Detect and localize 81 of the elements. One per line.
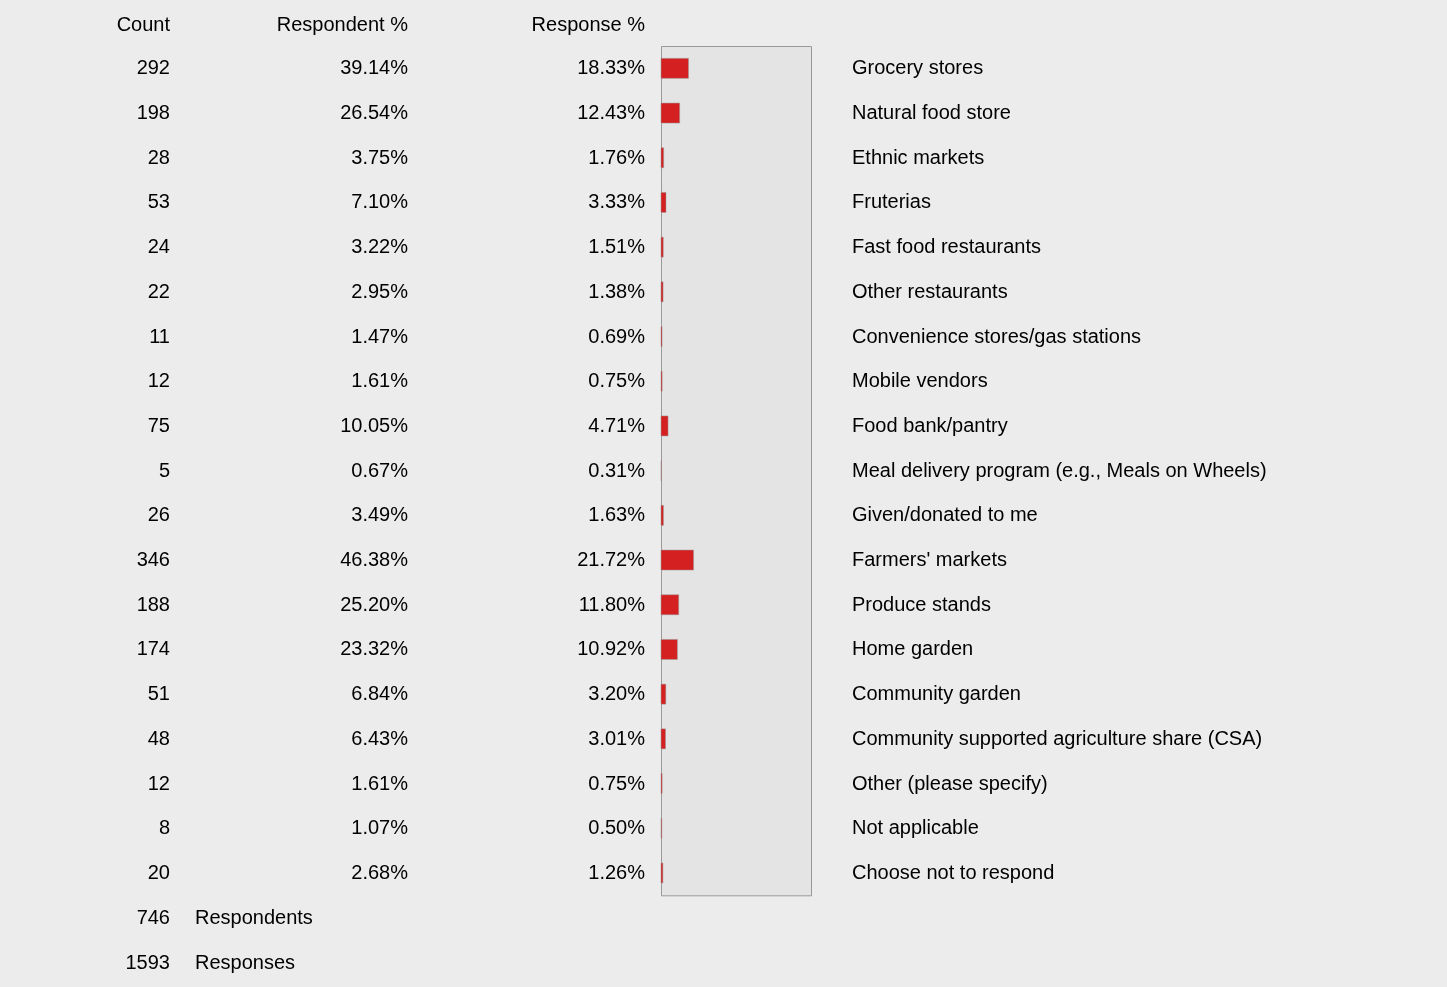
data-label: 0.50% (588, 816, 646, 839)
y-tick-label: Choose not to respond (852, 860, 1055, 883)
data-label: 0.69% (588, 324, 646, 347)
text: 6.43% (351, 726, 409, 749)
text: 75 (147, 413, 170, 436)
y-tick-label: Produce stands (852, 592, 991, 615)
data-label: 3.20% (588, 682, 646, 705)
text: 188 (136, 592, 170, 615)
text: 5 (158, 458, 170, 481)
data-label: 11.80% (578, 592, 646, 615)
text: Respondent % (276, 13, 409, 35)
text: 0.67% (351, 458, 409, 481)
y-tick-label: Fast food restaurants (852, 235, 1041, 258)
data-label: 18.33% (577, 56, 646, 79)
y-tick-label: Natural food store (852, 101, 1011, 124)
text: 48 (147, 726, 170, 749)
text: 1.61% (351, 771, 409, 794)
text: 22 (147, 279, 170, 302)
data-label: 1.63% (588, 503, 646, 526)
data-label: 1.76% (588, 145, 646, 168)
data-label: 3.01% (588, 726, 646, 749)
text: 46.38% (340, 548, 409, 571)
text: 12 (147, 771, 170, 794)
data-label: 3.33% (588, 190, 646, 213)
data-label: 21.72% (577, 548, 646, 571)
text: 53 (147, 190, 170, 213)
text: Count (116, 13, 171, 35)
text: 6.84% (351, 682, 409, 705)
text: 20 (147, 860, 170, 883)
text: 23.32% (340, 637, 409, 660)
text: 1.61% (351, 369, 409, 392)
y-tick-label: Fruterias (852, 190, 931, 213)
y-tick-label: Meal delivery program (e.g., Meals on Wheels) (852, 458, 1267, 481)
y-tick-label: Community garden (852, 682, 1021, 705)
y-tick-label: Home garden (852, 637, 974, 660)
series-label: Response % (531, 13, 646, 35)
text: 2.68% (351, 860, 409, 883)
text: 8 (158, 816, 170, 839)
data-label: 0.31% (588, 458, 646, 481)
text: 24 (147, 235, 170, 258)
data-label: 1.26% (588, 860, 646, 883)
text: 26 (147, 503, 170, 526)
text: 3.75% (351, 145, 409, 168)
data-label: 10.92% (577, 637, 646, 660)
text: 7.10% (351, 190, 409, 213)
data-label: 0.75% (588, 369, 646, 392)
text: 1593 Responses (125, 951, 296, 974)
data-label: 1.51% (588, 235, 646, 258)
y-tick-label: Grocery stores (852, 56, 984, 79)
text: 346 (136, 548, 170, 571)
data-label: 4.71% (588, 413, 646, 436)
text: 2.95% (351, 279, 409, 302)
y-tick-label: Other restaurants (852, 279, 1008, 302)
text: 746 Respondents (136, 906, 313, 929)
y-tick-label: Ethnic markets (852, 145, 985, 168)
y-tick-label: Not applicable (852, 816, 979, 839)
text: 51 (147, 682, 170, 705)
y-tick-label: Food bank/pantry (852, 413, 1008, 436)
text: 292 (136, 56, 170, 79)
y-tick-label: Other (please specify) (852, 771, 1048, 794)
text: 39.14% (340, 56, 409, 79)
y-tick-label: Community supported agriculture share (CSA) (852, 726, 1263, 749)
text: 25.20% (340, 592, 409, 615)
text: 26.54% (340, 101, 409, 124)
data-label: 1.38% (588, 279, 646, 302)
text: 11 (149, 324, 170, 347)
text: 28 (147, 145, 170, 168)
y-tick-label: Farmers' markets (852, 548, 1007, 571)
text: 12 (147, 369, 170, 392)
text: 3.22% (351, 235, 409, 258)
text: 1.47% (351, 324, 409, 347)
data-label: 12.43% (577, 101, 646, 124)
text: 3.49% (351, 503, 409, 526)
text: 1.07% (351, 816, 409, 839)
y-tick-label: Convenience stores/gas stations (852, 324, 1142, 347)
text: 10.05% (340, 413, 409, 436)
text: 174 (136, 637, 170, 660)
data-label: 0.75% (588, 771, 646, 794)
text: 198 (136, 101, 170, 124)
y-tick-label: Given/donated to me (852, 503, 1038, 526)
y-tick-label: Mobile vendors (852, 369, 988, 392)
